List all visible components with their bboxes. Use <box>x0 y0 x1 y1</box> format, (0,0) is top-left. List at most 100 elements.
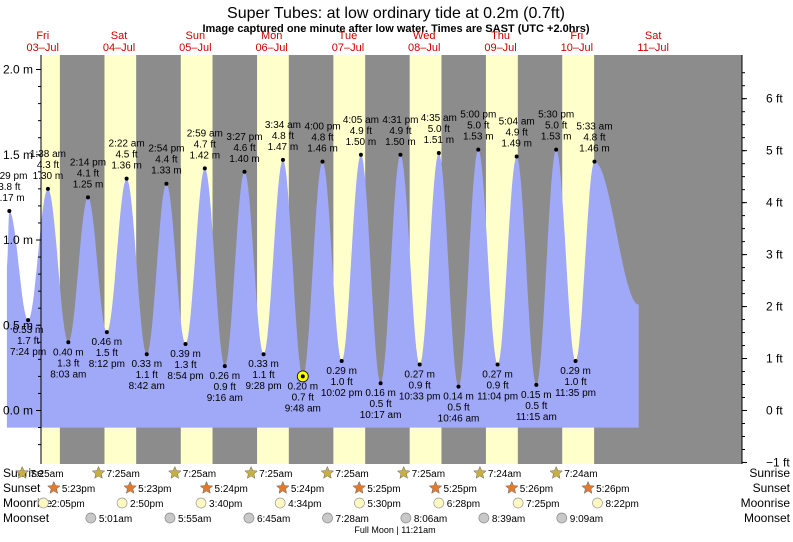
tide-label-line: 4:00 pm <box>304 122 340 133</box>
sunrise-icon <box>91 465 106 479</box>
tide-label-line: 0.40 m <box>53 347 84 358</box>
sunrise-time: 7:25am <box>335 469 368 480</box>
moonset-time: 8:39am <box>492 514 525 525</box>
high-tide-point <box>124 176 129 181</box>
tide-label-line: 8:54 pm <box>167 371 203 382</box>
tide-label-line: 0.9 ft <box>409 380 431 391</box>
low-tide-point <box>261 352 266 357</box>
low-tide-point <box>144 352 149 357</box>
high-tide-point <box>476 147 481 152</box>
high-tide-point <box>436 151 441 156</box>
sunrise-time: 7:25am <box>106 469 139 480</box>
sunset-icon <box>581 480 595 494</box>
low-tide-point <box>222 364 227 369</box>
chart-frame <box>40 55 743 464</box>
tide-label-line: 1.42 m <box>190 150 221 161</box>
day-date-label: 10–Jul <box>561 42 593 54</box>
tide-label-line: 4.8 ft <box>311 133 333 144</box>
tide-label-line: 0.29 m <box>560 366 591 377</box>
moonrise-icon <box>116 497 128 509</box>
tide-label-line: 0.15 m <box>521 390 552 401</box>
tide-label-line: 0.14 m <box>443 392 474 403</box>
tide-label-line: 3:34 am <box>265 120 301 131</box>
low-tide-point <box>417 362 422 367</box>
moonrise-icon <box>592 497 603 509</box>
moonset-icon <box>478 512 490 524</box>
tide-label-line: 1.50 m <box>385 137 416 148</box>
sunset-icon <box>352 480 367 494</box>
high-tide-point <box>85 195 90 200</box>
sunset-icon <box>123 480 137 494</box>
day-date-label: 08–Jul <box>408 42 440 54</box>
day-name-label: Tue <box>339 30 358 42</box>
tide-label-line: 11:04 pm <box>477 391 518 402</box>
left-axis-tick-label: 0.5 m <box>3 318 33 332</box>
tide-label-line: 1.25 m <box>73 179 104 190</box>
high-tide-point <box>592 159 597 164</box>
day-name-label: Fri <box>36 30 49 42</box>
right-axis-tick-label: 2 ft <box>766 300 783 314</box>
moonset-icon <box>556 512 568 524</box>
tide-label-line: 8:12 pm <box>89 359 125 370</box>
tide-label-line: 0.5 ft <box>525 401 547 412</box>
moonrise-icon <box>354 497 365 509</box>
moonset-icon <box>400 512 412 524</box>
moonset-time: 9:09am <box>570 514 603 525</box>
sunset-icon <box>199 480 214 494</box>
sunset-time: 5:23pm <box>138 484 171 495</box>
tide-label-line: 0.16 m <box>365 388 396 399</box>
day-name-label: Mon <box>261 30 282 42</box>
high-tide-point <box>320 159 325 164</box>
sunrise-icon <box>15 465 30 479</box>
tide-label-line: 1.0 ft <box>564 377 586 388</box>
tide-label-line: 1.50 m <box>346 137 377 148</box>
day-name-label: Sat <box>645 30 662 42</box>
sunset-icon <box>47 480 61 494</box>
tide-label-line: 4:35 am <box>421 113 457 124</box>
low-tide-point <box>104 330 109 335</box>
moonset-time: 5:55am <box>178 514 211 525</box>
moonrise-time: 6:28pm <box>447 499 480 510</box>
high-tide-point <box>164 181 169 186</box>
tide-label-line: 2:54 pm <box>148 144 184 155</box>
footer-row-label-left: Moonset <box>3 511 50 525</box>
tide-label-line: 4.9 ft <box>350 126 372 137</box>
moonrise-time: 5:30pm <box>367 499 400 510</box>
tide-label-line: 10:33 pm <box>399 391 441 402</box>
footer-row-label-right: Sunset <box>753 481 791 495</box>
sunrise-icon <box>320 465 335 479</box>
tide-label-line: 9:28 pm <box>245 381 281 392</box>
low-tide-point <box>339 359 344 364</box>
chart-subtitle: Image captured one minute after low wate… <box>202 23 589 35</box>
sunset-time: 5:26pm <box>520 484 553 495</box>
moonrise-time: 2:05pm <box>51 499 84 510</box>
moonrise-icon <box>195 497 207 509</box>
left-axis-tick-label: 1.0 m <box>3 233 33 247</box>
sunrise-icon <box>396 465 411 479</box>
moonrise-time: 2:50pm <box>130 499 163 510</box>
tide-label-line: 0.46 m <box>92 337 123 348</box>
astronomy-footer: SunriseSunriseSunsetSunsetMoonriseMoonri… <box>3 465 791 535</box>
day-date-label: 11–Jul <box>637 42 669 54</box>
tide-label-line: 11:15 am <box>516 412 557 423</box>
sunrise-time: 7:25am <box>412 469 445 480</box>
moonset-time: 7:28am <box>336 514 369 525</box>
left-axis-tick-label: 2.0 m <box>3 63 33 77</box>
sunset-time: 5:26pm <box>596 484 629 495</box>
moonset-time: 5:01am <box>99 514 132 525</box>
moonrise-icon <box>38 497 49 509</box>
tide-label-line: 11:35 pm <box>555 388 596 399</box>
right-axis-tick-label: 5 ft <box>766 144 783 158</box>
low-tide-point <box>495 362 500 367</box>
high-tide-point <box>280 157 285 162</box>
sunset-icon <box>275 480 290 494</box>
tide-label-line: 5:30 pm <box>538 110 574 121</box>
low-tide-point <box>456 384 461 389</box>
day-date-label: 09–Jul <box>484 42 516 54</box>
tide-label-line: 0.5 ft <box>369 399 391 410</box>
day-name-label: Wed <box>413 30 435 42</box>
tide-label-line: 3:27 pm <box>226 132 262 143</box>
day-labels-layer: Fri03–JulSat04–JulSun05–JulMon06–JulTue0… <box>27 30 669 54</box>
tide-label-line: 1.53 m <box>463 132 494 143</box>
